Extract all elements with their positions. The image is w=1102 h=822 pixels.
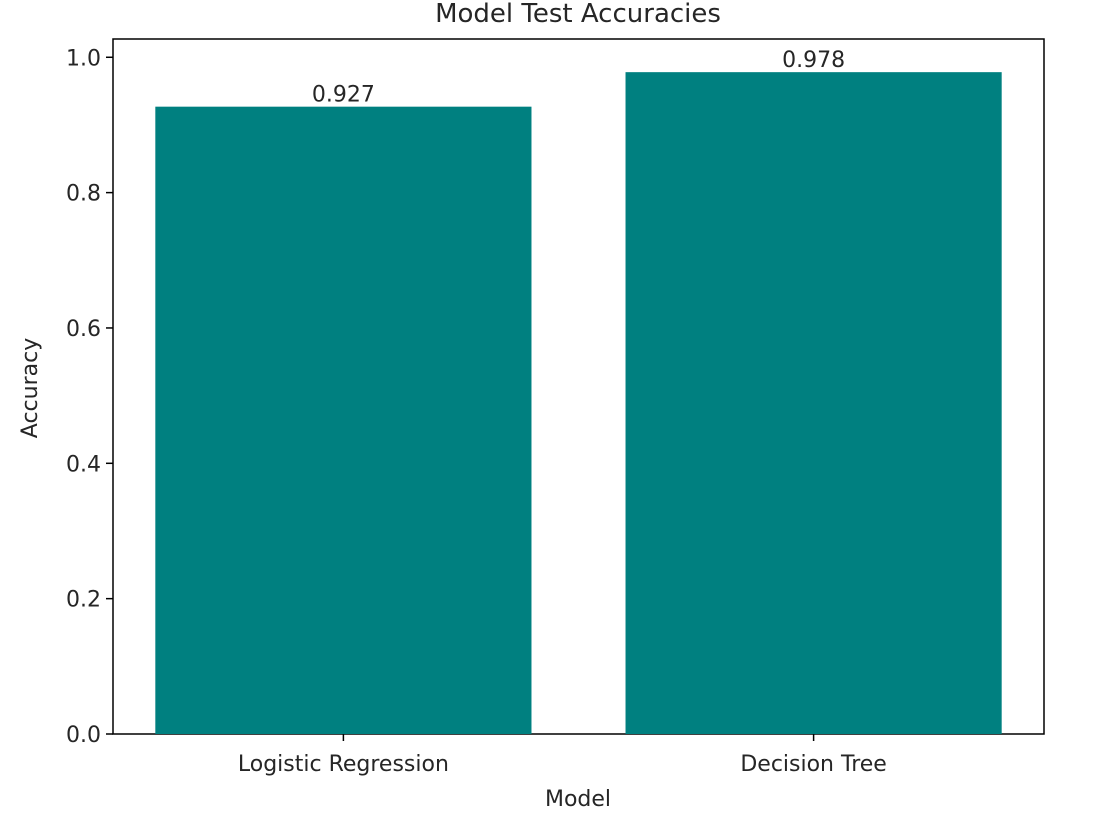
plot-frame: [112, 38, 1045, 735]
y-tick-label: 0.4: [66, 452, 101, 477]
x-axis-label: Model: [545, 787, 611, 812]
chart-title: Model Test Accuracies: [435, 0, 721, 29]
y-axis-ticks: 0.0 0.2 0.4 0.6 0.8 1.0: [66, 46, 113, 748]
bar-decision-tree: [625, 72, 1002, 735]
data-labels: 0.927 0.978: [312, 48, 845, 108]
y-tick-label: 0.0: [66, 723, 101, 748]
bar-value-label: 0.927: [312, 83, 375, 108]
x-tick-label: Decision Tree: [740, 752, 887, 777]
y-axis-label: Accuracy: [18, 338, 43, 438]
y-tick-label: 0.8: [66, 182, 101, 207]
x-tick-label: Logistic Regression: [238, 752, 449, 777]
bars: [155, 72, 1002, 735]
y-tick-label: 0.2: [66, 588, 101, 613]
y-tick-label: 0.6: [66, 317, 101, 342]
y-tick-label: 1.0: [66, 46, 101, 71]
bar-value-label: 0.978: [782, 48, 845, 73]
plot-area: [112, 38, 1045, 735]
bar-logistic-regression: [155, 106, 532, 734]
x-axis-ticks: Logistic Regression Decision Tree: [238, 734, 887, 777]
